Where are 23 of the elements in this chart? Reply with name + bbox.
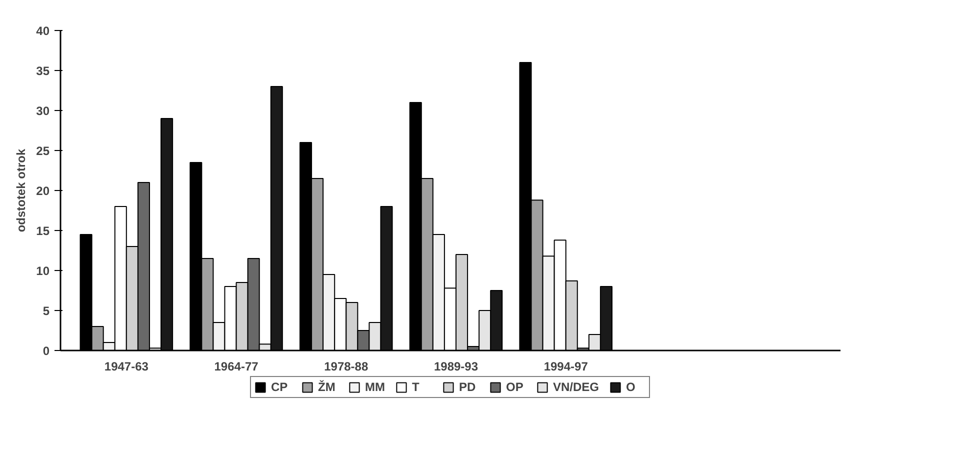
x-tick-label: 1989-93 [434,360,478,374]
legend-label: PD [458,380,477,394]
legend-label: ŽM [318,380,336,394]
x-tick-label: 1964-77 [214,360,259,374]
legend-label: OP [506,380,524,394]
x-tick-label: 1994-97 [544,360,588,374]
y-tick-label: 0 [42,344,50,358]
y-tick-label: 40 [36,24,50,38]
legend-label: MM [364,380,385,394]
legend-label: VN/DEG [552,380,600,394]
y-tick-label: 30 [36,104,50,118]
y-tick-label: 15 [36,224,50,238]
y-tick-label: 10 [36,264,50,278]
y-tick-label: 20 [36,184,50,198]
y-axis-title: odstotek otrok [14,148,28,232]
x-tick-label: 1978-88 [324,360,368,374]
legend-label: T [412,380,420,394]
x-tick-label: 1947-63 [104,360,149,374]
y-tick-label: 35 [36,64,50,78]
legend-label: CP [270,380,289,394]
legend-label: O [626,380,636,394]
y-tick-label: 25 [36,144,50,158]
y-tick-label: 5 [42,304,50,318]
